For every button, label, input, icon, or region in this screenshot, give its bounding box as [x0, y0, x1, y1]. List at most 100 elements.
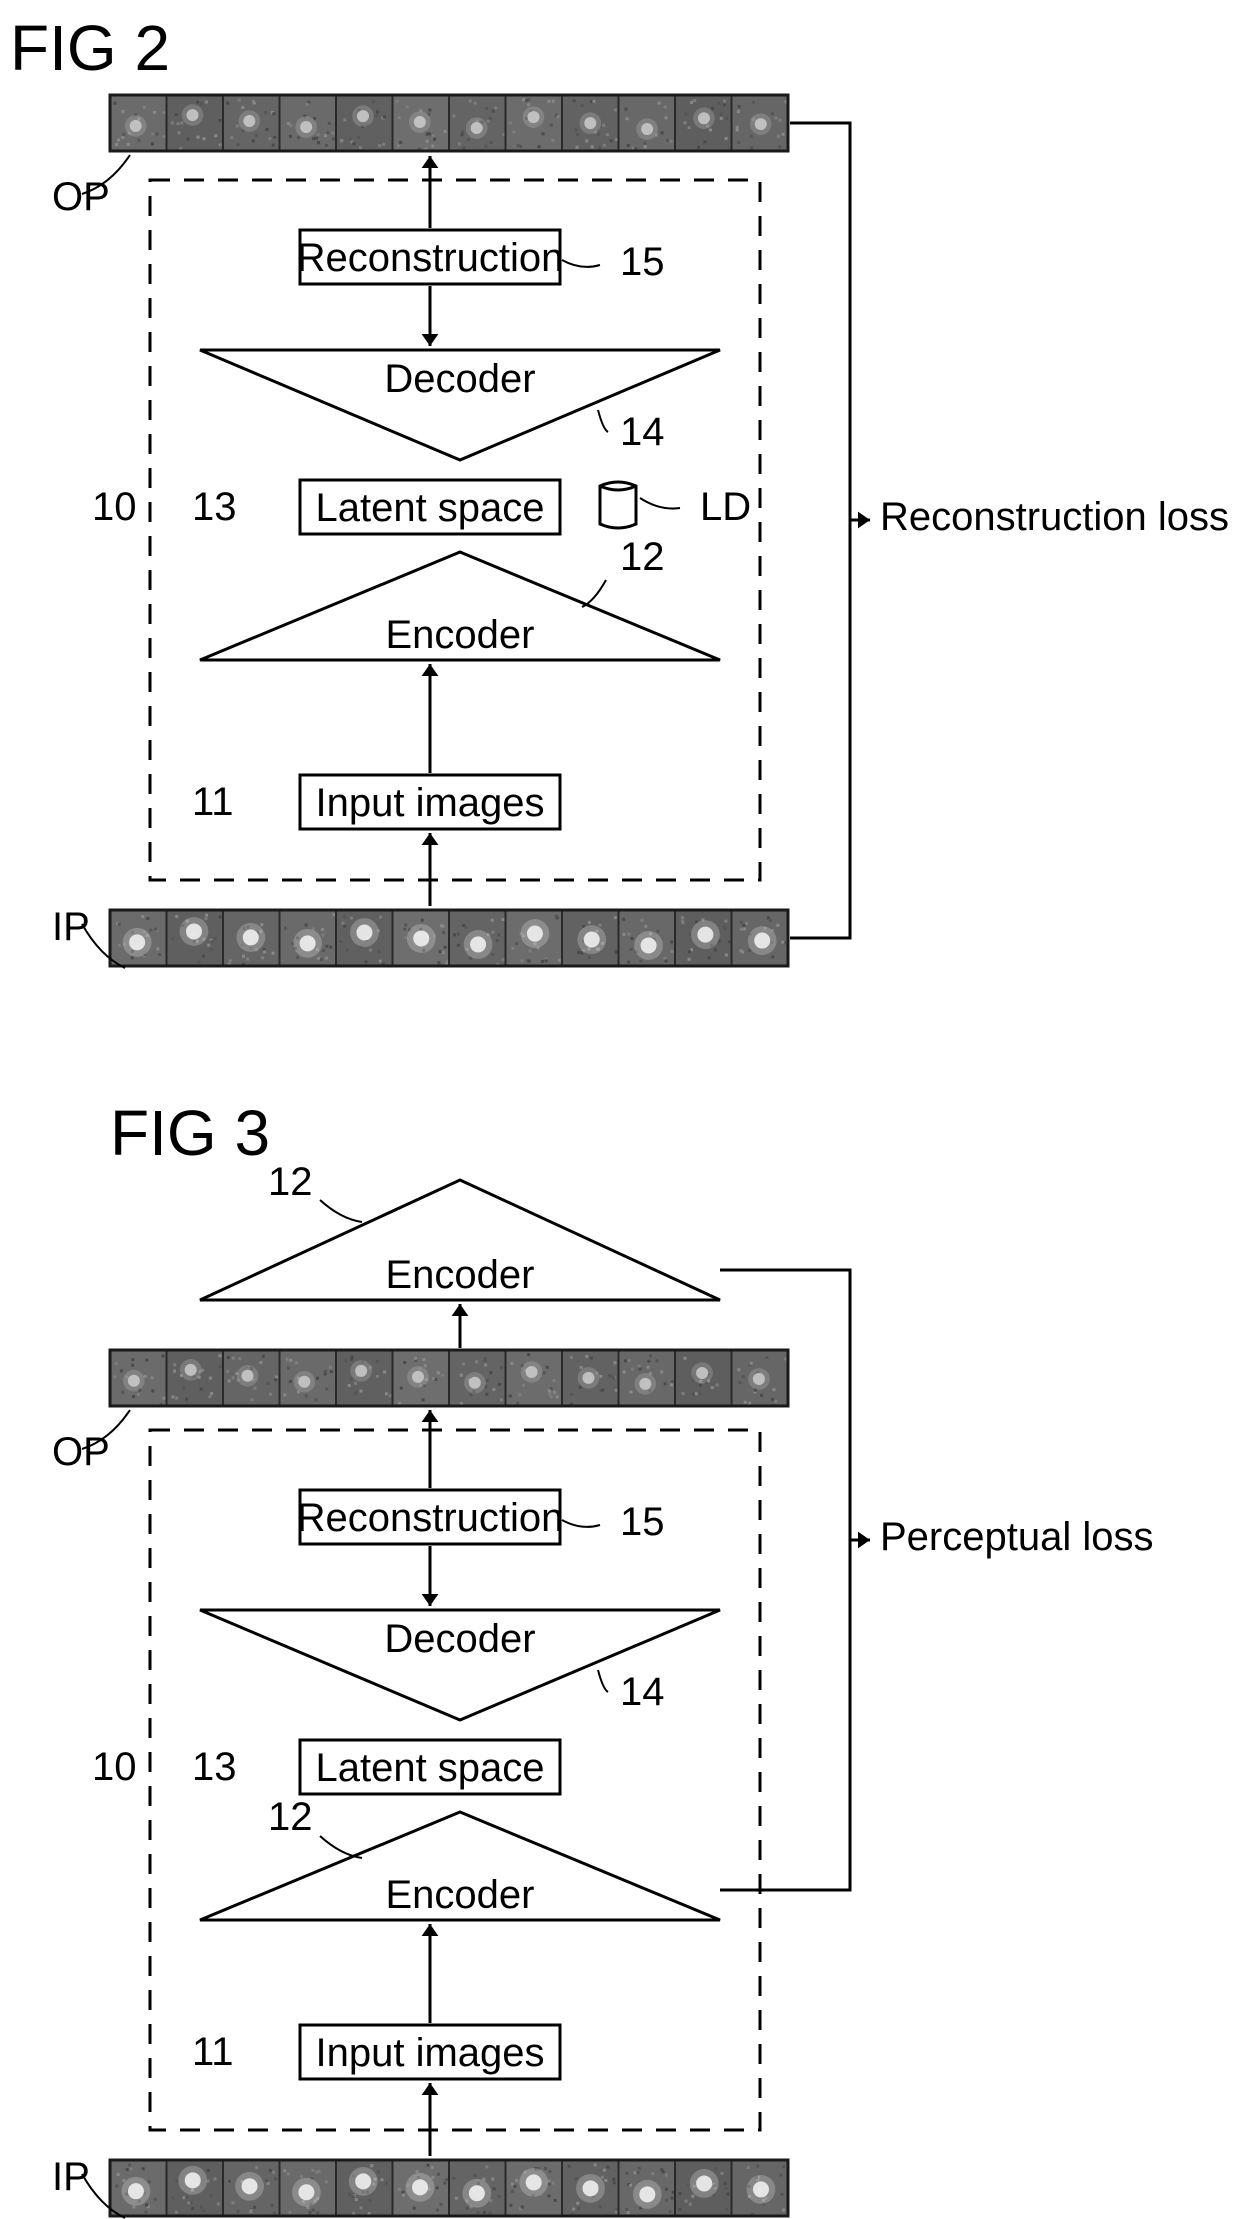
- noise: [512, 130, 515, 133]
- noise: [591, 145, 594, 148]
- noise: [529, 949, 532, 952]
- noise: [612, 2178, 615, 2181]
- noise: [543, 1371, 546, 1374]
- fig3-top-encoder-ref: 12: [268, 1160, 313, 1204]
- noise: [437, 1371, 440, 1374]
- noise: [437, 2173, 440, 2176]
- noise: [237, 143, 240, 146]
- noise: [431, 145, 434, 148]
- noise: [491, 919, 494, 922]
- noise: [726, 2193, 729, 2196]
- blob-halo: [576, 2174, 605, 2203]
- noise: [261, 956, 264, 959]
- noise: [127, 143, 130, 146]
- noise: [462, 1363, 465, 1366]
- noise: [502, 918, 505, 921]
- noise: [760, 1394, 763, 1397]
- fig3-latent-ref: 13: [192, 1745, 237, 1789]
- noise: [548, 1389, 551, 1392]
- noise: [689, 2203, 692, 2206]
- noise: [699, 1384, 702, 1387]
- noise: [325, 2181, 328, 2184]
- noise: [585, 1355, 588, 1358]
- noise: [389, 1394, 392, 1397]
- noise: [238, 99, 241, 102]
- fig2-ip-strip: [110, 910, 788, 966]
- noise: [772, 1388, 775, 1391]
- noise: [228, 2180, 231, 2183]
- noise: [615, 1389, 618, 1392]
- noise: [552, 2181, 555, 2184]
- fig2-decoder-label: Decoder: [384, 357, 535, 401]
- noise: [660, 1370, 663, 1373]
- noise: [382, 143, 385, 146]
- noise: [580, 1366, 583, 1369]
- noise: [126, 2168, 129, 2171]
- noise: [325, 945, 328, 948]
- noise: [599, 924, 602, 927]
- noise: [453, 114, 456, 117]
- noise: [131, 1358, 134, 1361]
- noise: [117, 2173, 120, 2176]
- noise: [348, 1384, 351, 1387]
- noise: [219, 916, 222, 919]
- fig2-ip-label: IP: [52, 905, 90, 949]
- blob-halo: [293, 929, 322, 958]
- noise: [272, 112, 275, 115]
- noise: [226, 1370, 229, 1373]
- blob-halo: [523, 106, 545, 128]
- noise: [626, 2172, 629, 2175]
- noise: [555, 915, 558, 918]
- noise: [286, 1358, 289, 1361]
- noise: [724, 2187, 727, 2190]
- noise: [557, 115, 560, 118]
- noise: [131, 956, 134, 959]
- blob-halo: [235, 2172, 264, 2201]
- noise: [210, 940, 213, 943]
- noise: [743, 927, 746, 930]
- noise: [398, 2188, 401, 2191]
- fig2-latent-label: Latent space: [315, 486, 544, 530]
- noise: [339, 940, 342, 943]
- noise: [403, 928, 406, 931]
- noise: [466, 2207, 469, 2210]
- noise: [378, 950, 381, 953]
- noise: [309, 2210, 312, 2213]
- blob-halo: [747, 2175, 776, 2204]
- noise: [570, 1393, 573, 1396]
- noise: [440, 2203, 443, 2206]
- fig2-ld-ref: LD: [700, 485, 751, 529]
- noise: [175, 915, 178, 918]
- noise: [778, 146, 781, 149]
- noise: [171, 937, 174, 940]
- noise: [744, 1401, 747, 1404]
- noise: [191, 2207, 194, 2210]
- noise: [515, 942, 518, 945]
- noise: [736, 126, 739, 129]
- noise: [343, 925, 346, 928]
- noise: [149, 929, 152, 932]
- noise: [306, 103, 309, 106]
- noise: [377, 2170, 380, 2173]
- noise: [781, 941, 784, 944]
- blob-halo: [350, 1360, 372, 1382]
- fig2-encoder-ref: 12: [620, 535, 665, 579]
- noise: [439, 950, 442, 953]
- noise: [683, 1357, 686, 1360]
- noise: [737, 1368, 740, 1371]
- noise: [428, 132, 431, 135]
- noise: [238, 1357, 241, 1360]
- noise: [287, 1367, 290, 1370]
- noise: [552, 1379, 555, 1382]
- noise: [352, 142, 355, 145]
- noise: [601, 2176, 604, 2179]
- noise: [328, 122, 331, 125]
- noise: [658, 102, 661, 105]
- noise: [515, 2179, 518, 2182]
- noise: [398, 1402, 401, 1405]
- noise: [442, 931, 445, 934]
- noise: [263, 950, 266, 953]
- noise: [232, 1376, 235, 1379]
- blob-halo: [693, 107, 715, 129]
- noise: [403, 1361, 406, 1364]
